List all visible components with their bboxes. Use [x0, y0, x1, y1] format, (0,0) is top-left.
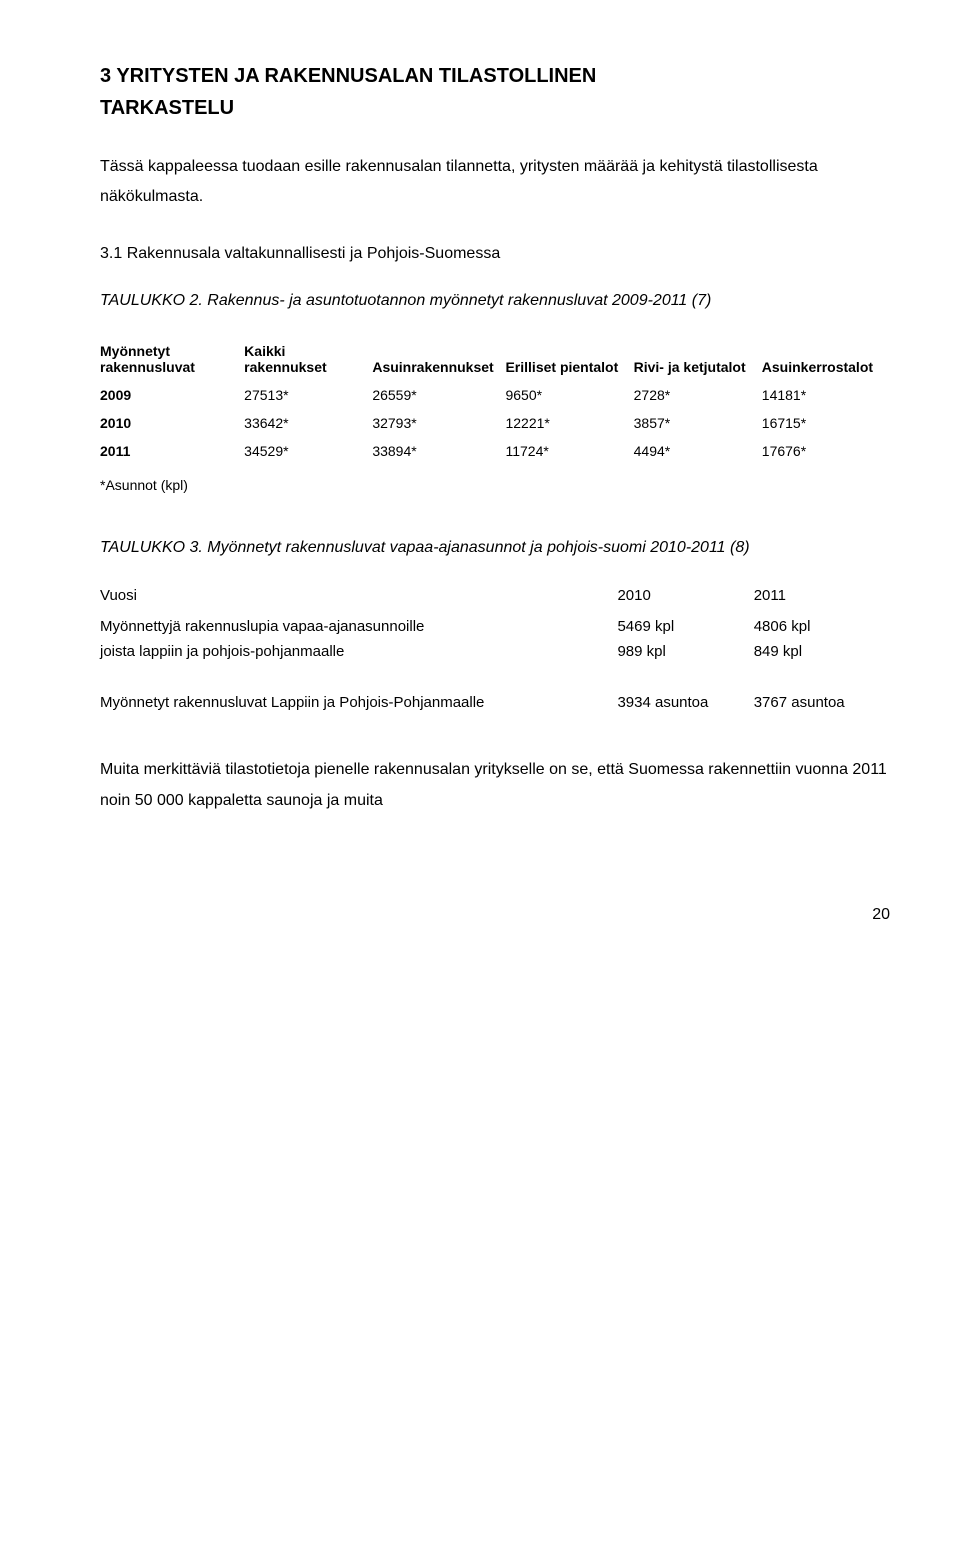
- table2-cell: 989 kpl: [617, 639, 753, 664]
- table2-header-label: Vuosi: [100, 583, 617, 614]
- table1-year: 2010: [100, 409, 244, 437]
- section-title-line2: TARKASTELU: [100, 97, 234, 119]
- table2-cell: 4806 kpl: [754, 614, 890, 639]
- table1-cell: 27513*: [244, 381, 372, 409]
- table2-cell: 3934 asuntoa: [617, 690, 753, 715]
- table1-header: Myönnetyt rakennusluvat: [100, 337, 244, 381]
- table1-cell: 34529*: [244, 437, 372, 465]
- table1-caption: TAULUKKO 2. Rakennus- ja asuntotuotannon…: [100, 286, 890, 316]
- table1-cell: 17676*: [762, 437, 890, 465]
- table1-footnote: *Asunnot (kpl): [100, 477, 890, 493]
- table2-header-row: Vuosi 2010 2011: [100, 583, 890, 614]
- table2-cell: 5469 kpl: [617, 614, 753, 639]
- table2-cell: 849 kpl: [754, 639, 890, 664]
- closing-paragraph: Muita merkittäviä tilastotietoja pienell…: [100, 755, 890, 816]
- table1-cell: 12221*: [505, 409, 633, 437]
- section-title-line1: 3 YRITYSTEN JA RAKENNUSALAN TILASTOLLINE…: [100, 65, 596, 87]
- table2-header-2011: 2011: [754, 583, 890, 614]
- table1-cell: 11724*: [505, 437, 633, 465]
- table2-label: Myönnetyt rakennusluvat Lappiin ja Pohjo…: [100, 690, 617, 715]
- subsection-title: 3.1 Rakennusala valtakunnallisesti ja Po…: [100, 241, 890, 267]
- section-title: 3 YRITYSTEN JA RAKENNUSALAN TILASTOLLINE…: [100, 60, 890, 124]
- table-row: 2009 27513* 26559* 9650* 2728* 14181*: [100, 381, 890, 409]
- table1-header: Kaikki rakennukset: [244, 337, 372, 381]
- table1-header: Erilliset pientalot: [505, 337, 633, 381]
- table2-label: joista lappiin ja pohjois-pohjanmaalle: [100, 639, 617, 664]
- table-row: joista lappiin ja pohjois-pohjanmaalle 9…: [100, 639, 890, 664]
- table-row: 2010 33642* 32793* 12221* 3857* 16715*: [100, 409, 890, 437]
- table1-year: 2011: [100, 437, 244, 465]
- table1: Myönnetyt rakennusluvat Kaikki rakennuks…: [100, 337, 890, 465]
- table2-label: Myönnettyjä rakennuslupia vapaa-ajanasun…: [100, 614, 617, 639]
- table1-year: 2009: [100, 381, 244, 409]
- page-number: 20: [100, 906, 890, 924]
- table1-cell: 14181*: [762, 381, 890, 409]
- table1-header: Asuinrakennukset: [372, 337, 505, 381]
- table1-cell: 2728*: [634, 381, 762, 409]
- table2-header-2010: 2010: [617, 583, 753, 614]
- table2-spacer: [100, 664, 890, 690]
- table2-cell: 3767 asuntoa: [754, 690, 890, 715]
- intro-paragraph: Tässä kappaleessa tuodaan esille rakennu…: [100, 152, 890, 213]
- table1-cell: 33642*: [244, 409, 372, 437]
- table-row: 2011 34529* 33894* 11724* 4494* 17676*: [100, 437, 890, 465]
- table1-header-row: Myönnetyt rakennusluvat Kaikki rakennuks…: [100, 337, 890, 381]
- table2: Vuosi 2010 2011 Myönnettyjä rakennuslupi…: [100, 583, 890, 715]
- table-row: Myönnettyjä rakennuslupia vapaa-ajanasun…: [100, 614, 890, 639]
- table1-cell: 3857*: [634, 409, 762, 437]
- table1-cell: 9650*: [505, 381, 633, 409]
- table1-cell: 32793*: [372, 409, 505, 437]
- table1-cell: 4494*: [634, 437, 762, 465]
- table1-cell: 16715*: [762, 409, 890, 437]
- table2-caption: TAULUKKO 3. Myönnetyt rakennusluvat vapa…: [100, 533, 890, 563]
- table-row: Myönnetyt rakennusluvat Lappiin ja Pohjo…: [100, 690, 890, 715]
- table1-cell: 33894*: [372, 437, 505, 465]
- table1-cell: 26559*: [372, 381, 505, 409]
- table1-header: Rivi- ja ketjutalot: [634, 337, 762, 381]
- table1-header: Asuinkerrostalot: [762, 337, 890, 381]
